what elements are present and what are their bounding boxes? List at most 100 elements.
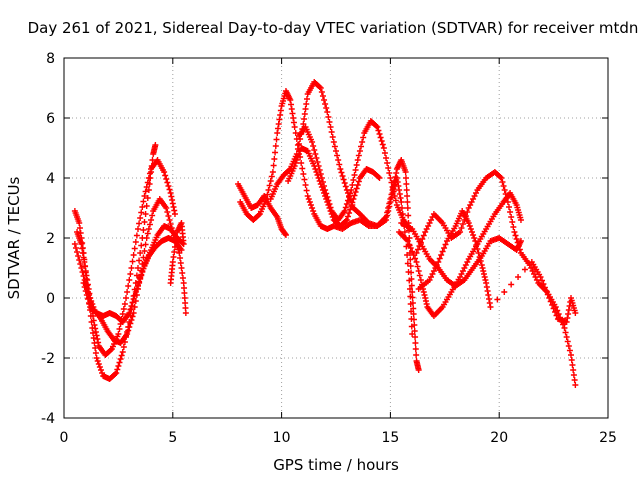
series-track-7 [237, 88, 422, 373]
data-point [117, 356, 124, 362]
data-point [305, 196, 312, 202]
data-point [564, 338, 571, 345]
data-point [80, 280, 87, 286]
data-point [413, 250, 420, 256]
data-point [420, 289, 427, 295]
data-point [126, 324, 133, 330]
data-point [134, 265, 141, 271]
data-point [141, 219, 148, 225]
data-point [379, 141, 386, 148]
data-point [373, 123, 380, 129]
data-point [351, 172, 358, 178]
data-point [127, 306, 134, 313]
data-point [397, 195, 404, 201]
data-point [169, 197, 176, 203]
data-point [314, 172, 321, 178]
data-point [324, 109, 331, 115]
data-point [328, 129, 335, 135]
data-point [146, 221, 153, 228]
data-point [322, 101, 329, 107]
data-point [472, 238, 479, 244]
data-point [323, 190, 330, 197]
data-point [83, 292, 90, 298]
data-point [408, 308, 415, 315]
data-point [287, 97, 294, 103]
data-point [404, 238, 411, 244]
data-point [350, 196, 357, 202]
data-point [409, 331, 416, 337]
data-point [116, 359, 123, 366]
data-point [388, 179, 395, 186]
data-point [342, 204, 349, 211]
data-point [404, 260, 411, 267]
data-point [143, 203, 150, 209]
data-point [271, 156, 278, 162]
y-tick-label: 2 [46, 231, 55, 247]
data-point [165, 213, 172, 219]
data-point [441, 245, 448, 251]
data-point [473, 242, 480, 248]
data-point [387, 175, 394, 181]
data-point [136, 279, 143, 286]
data-point [79, 250, 86, 256]
data-point [289, 110, 296, 117]
data-point [76, 220, 83, 226]
data-point [166, 186, 173, 193]
data-point [482, 277, 489, 283]
data-point [128, 317, 135, 323]
data-point [116, 326, 123, 332]
data-point [407, 245, 414, 251]
data-point [318, 175, 325, 181]
data-point [273, 136, 280, 143]
data-point [508, 281, 515, 288]
data-point [415, 268, 422, 274]
data-point [303, 96, 310, 102]
data-point [355, 178, 362, 185]
data-point [407, 301, 414, 307]
data-point [326, 119, 333, 125]
data-point [314, 159, 321, 165]
data-point [124, 289, 131, 295]
data-point [422, 298, 429, 304]
series-track-8 [267, 79, 416, 337]
data-point [347, 206, 354, 213]
data-point [359, 139, 366, 145]
data-point [321, 97, 328, 103]
data-point [459, 221, 466, 227]
data-point [310, 143, 317, 149]
data-point [125, 327, 132, 334]
data-point [553, 312, 560, 319]
data-point [521, 266, 528, 273]
data-point [172, 239, 179, 245]
data-point [149, 157, 156, 163]
y-tick-label: -2 [41, 351, 55, 367]
data-point [115, 331, 122, 337]
data-point [272, 149, 279, 156]
data-point [276, 116, 283, 123]
data-point [316, 167, 323, 173]
data-point [385, 205, 392, 211]
data-point [138, 272, 145, 279]
series-track-11 [396, 190, 524, 319]
data-point [266, 182, 273, 189]
data-point [486, 300, 493, 306]
data-point [383, 155, 390, 161]
data-point [346, 210, 353, 216]
data-point [512, 232, 519, 239]
data-point [142, 188, 149, 195]
data-point [301, 176, 308, 183]
data-point [322, 187, 329, 193]
data-point [291, 124, 298, 130]
data-point [355, 152, 362, 159]
data-point [501, 289, 508, 295]
data-point [136, 257, 143, 264]
data-point [313, 169, 320, 175]
data-point [563, 319, 570, 325]
data-point [293, 157, 300, 163]
data-point [341, 208, 348, 214]
data-point [354, 182, 361, 188]
series-track-14 [415, 208, 579, 325]
data-point [118, 352, 125, 359]
data-point [547, 298, 554, 305]
data-point [275, 121, 282, 127]
